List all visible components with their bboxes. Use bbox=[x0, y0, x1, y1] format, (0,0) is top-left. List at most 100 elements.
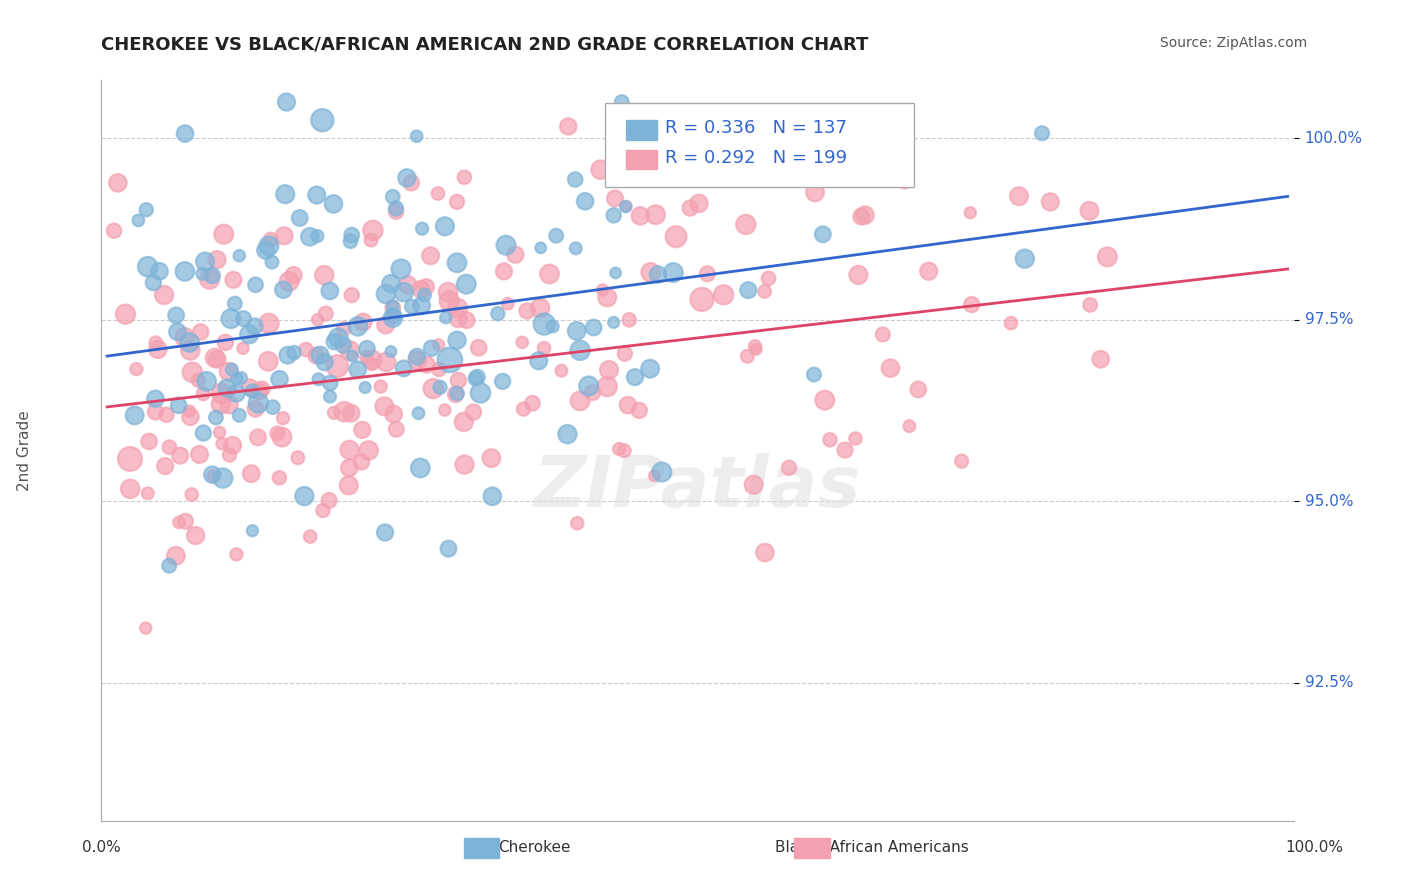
Point bbox=[447, 373, 470, 387]
Point bbox=[138, 434, 160, 449]
Point bbox=[596, 379, 619, 393]
Point bbox=[333, 405, 356, 419]
Point bbox=[232, 311, 254, 326]
Point bbox=[564, 172, 586, 186]
Point bbox=[401, 176, 423, 190]
Point bbox=[205, 352, 228, 367]
Point bbox=[228, 249, 250, 263]
Point bbox=[211, 471, 233, 485]
Point bbox=[201, 468, 224, 483]
Point bbox=[624, 370, 647, 384]
Point bbox=[614, 199, 637, 213]
Point bbox=[613, 346, 636, 360]
Point bbox=[260, 255, 283, 269]
Text: ZIPatlas: ZIPatlas bbox=[534, 453, 860, 522]
Point bbox=[135, 621, 157, 635]
Point bbox=[169, 449, 191, 463]
Point bbox=[638, 361, 661, 376]
Point bbox=[427, 186, 450, 201]
Point bbox=[114, 307, 136, 321]
Point bbox=[429, 380, 451, 394]
Point bbox=[1031, 126, 1053, 140]
Point bbox=[305, 188, 328, 202]
Point bbox=[758, 271, 780, 285]
Point bbox=[447, 301, 470, 316]
Point bbox=[361, 223, 384, 237]
Point bbox=[305, 349, 328, 363]
Point bbox=[569, 393, 592, 408]
Point bbox=[319, 284, 342, 298]
Text: 100.0%: 100.0% bbox=[1285, 840, 1344, 855]
Point bbox=[433, 219, 456, 234]
Point bbox=[1008, 189, 1031, 203]
Point bbox=[453, 458, 475, 472]
Point bbox=[737, 283, 759, 297]
Point bbox=[136, 260, 159, 274]
Point bbox=[690, 293, 713, 307]
Point bbox=[222, 273, 245, 287]
Point bbox=[688, 196, 710, 211]
Point bbox=[283, 345, 305, 359]
Point bbox=[907, 383, 929, 397]
Point bbox=[834, 443, 856, 458]
Point bbox=[103, 224, 125, 238]
Point bbox=[174, 127, 197, 141]
Point bbox=[211, 436, 233, 450]
Point bbox=[467, 370, 489, 384]
Point bbox=[453, 415, 475, 429]
Point bbox=[1078, 298, 1101, 312]
Point bbox=[433, 403, 456, 417]
Point bbox=[173, 330, 195, 344]
Point bbox=[257, 317, 280, 331]
Point bbox=[1097, 250, 1119, 264]
Point bbox=[273, 283, 295, 297]
Point bbox=[174, 514, 197, 528]
Point bbox=[190, 325, 212, 339]
Point bbox=[311, 113, 333, 128]
Point bbox=[318, 493, 340, 508]
Point bbox=[411, 282, 433, 296]
Point bbox=[218, 448, 240, 462]
Point bbox=[1000, 316, 1022, 330]
Point bbox=[314, 355, 336, 369]
Point bbox=[231, 371, 253, 385]
Point bbox=[212, 227, 235, 242]
Point bbox=[179, 343, 201, 358]
Point bbox=[446, 386, 468, 401]
Point bbox=[240, 467, 263, 481]
Point bbox=[356, 342, 378, 356]
Point bbox=[603, 192, 626, 206]
Text: 100.0%: 100.0% bbox=[1305, 131, 1362, 146]
Point bbox=[522, 396, 544, 410]
Point bbox=[569, 343, 592, 358]
Point bbox=[292, 489, 315, 503]
Point bbox=[340, 228, 363, 243]
Point bbox=[146, 343, 169, 357]
Point bbox=[803, 368, 825, 382]
Point bbox=[127, 213, 149, 227]
Point bbox=[333, 322, 356, 336]
Point bbox=[360, 357, 382, 371]
Point bbox=[136, 486, 159, 500]
Point bbox=[381, 299, 404, 313]
Point bbox=[419, 249, 441, 263]
Point bbox=[405, 129, 427, 144]
Point bbox=[299, 530, 322, 544]
Point bbox=[157, 440, 180, 454]
Point bbox=[446, 256, 468, 270]
Point bbox=[361, 353, 384, 368]
Point bbox=[124, 409, 146, 423]
Point bbox=[243, 319, 266, 334]
Point bbox=[319, 390, 342, 404]
Point bbox=[374, 287, 396, 301]
Point bbox=[662, 266, 685, 280]
Point bbox=[744, 339, 766, 353]
Point bbox=[342, 349, 364, 363]
Point bbox=[232, 341, 254, 355]
Point bbox=[332, 338, 354, 352]
Point bbox=[181, 365, 204, 379]
Point bbox=[148, 264, 170, 278]
Point bbox=[262, 400, 284, 414]
Point bbox=[295, 343, 318, 357]
Point bbox=[340, 406, 363, 420]
